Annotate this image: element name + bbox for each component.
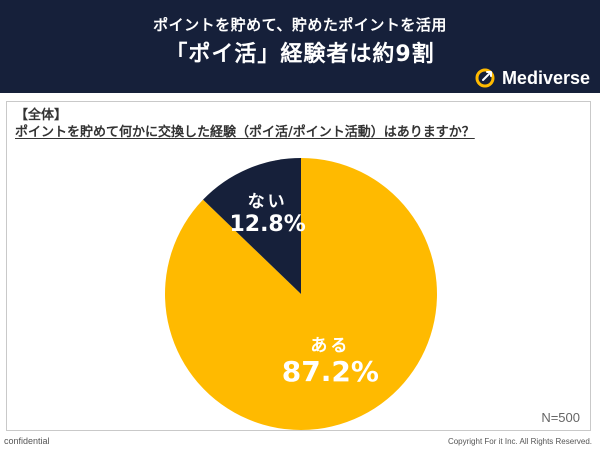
confidential-label: confidential [4,436,50,446]
brand-name: Mediverse [501,67,590,88]
pie-slice-1 [203,158,301,294]
rocket-circle-icon [475,68,495,88]
slice-label-aru: ある 87.2% [281,335,379,389]
sample-size: N=500 [541,410,580,425]
brand-logo: Mediverse [474,66,590,90]
slice-value-aru: 87.2% [281,355,379,389]
title-banner: ポイントを貯めて、貯めたポイントを活用 「ポイ活」経験者は約9割 Mediver… [0,0,600,93]
banner-title: 「ポイ活」経験者は約9割 [165,42,435,67]
copyright-notice: Copyright For it Inc. All Rights Reserve… [447,437,592,446]
chart-panel: 【全体】 ポイントを貯めて何かに交換した経験（ポイ活/ポイント活動）はありますか… [6,101,591,431]
slice-category-nai: ない [247,191,288,212]
survey-question: ポイントを貯めて何かに交換した経験（ポイ活/ポイント活動）はありますか？ [15,125,475,140]
slice-value-nai: 12.8% [229,212,306,238]
slice-category-aru: ある [310,335,351,356]
banner-subtitle: ポイントを貯めて、貯めたポイントを活用 [153,16,447,34]
segment-tag: 【全体】 [15,108,68,123]
slice-label-nai: ない 12.8% [229,191,306,238]
pie-chart [165,158,438,430]
